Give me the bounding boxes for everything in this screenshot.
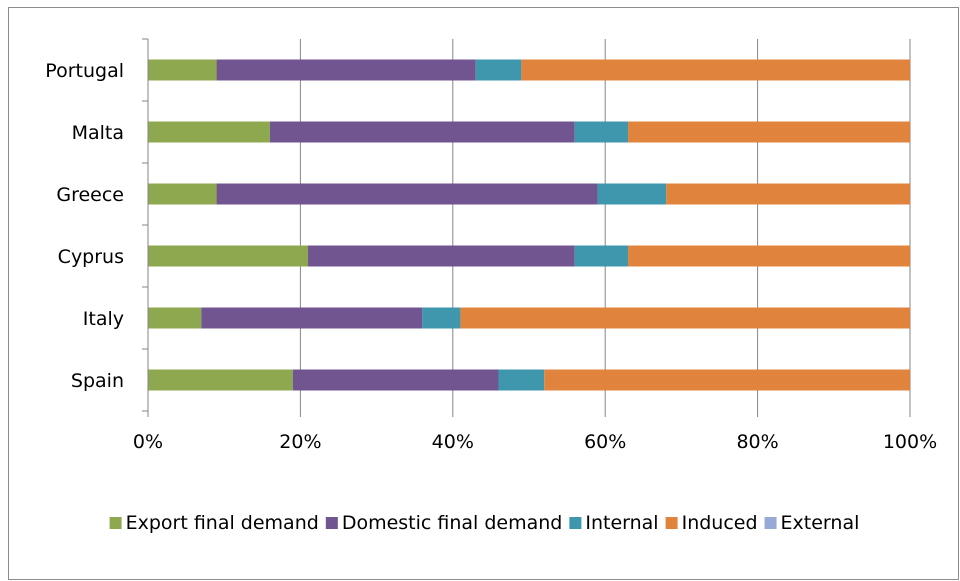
bars [148,59,910,391]
y-tick-label: Greece [56,184,124,206]
legend-label: External [781,512,860,534]
legend-swatch [325,517,338,529]
bar-segment [148,59,217,81]
x-tick-label: 40% [432,431,474,453]
x-tick-label: 20% [279,431,321,453]
bar-segment [308,245,575,267]
bar-segment [628,245,910,267]
x-tick-label: 60% [584,431,626,453]
bar-segment [269,121,575,143]
stacked-bar-chart: 0% 20% 40% 60% 80% 100% Portugal Malta Greece Cy… [45,38,937,534]
legend-swatch [109,517,122,529]
legend-swatch [764,517,777,529]
y-tick-label: Italy [83,308,124,330]
y-tick-labels: Portugal Malta Greece Cyprus Italy Spain [45,60,124,392]
x-tick-label: 80% [736,431,778,453]
bar-segment [148,121,270,143]
legend-label: Internal [585,512,658,534]
legend-swatch [569,517,582,529]
bar-segment [216,59,476,81]
legend-item: Internal [569,512,659,534]
bar-segment [498,369,545,391]
bar-segment [148,369,293,391]
legend-label: Induced [682,512,758,534]
y-tick-label: Cyprus [58,246,124,268]
bar-segment [597,183,667,205]
legend-item: Induced [665,512,758,534]
grid-lines [299,39,911,411]
bar-segment [628,121,910,143]
legend-label: Export final demand [126,512,319,534]
bar-segment [216,183,598,205]
bar-segment [544,369,910,391]
axes [142,38,911,417]
legend-item: Export final demand [109,512,319,534]
bar-segment [460,307,910,329]
legend-item: External [764,512,860,534]
bar-segment [292,369,499,391]
bar-segment [148,307,202,329]
bar-segment [422,307,461,329]
legend-swatch [665,517,678,529]
legend-label: Domestic final demand [342,512,563,534]
bar-segment [148,245,309,267]
bar-segment [666,183,910,205]
x-tick-labels: 0% 20% 40% 60% 80% 100% [133,431,937,453]
bar-segment [201,307,423,329]
bar-segment [574,121,629,143]
legend-item: Domestic final demand [325,512,563,534]
x-tick-label: 0% [133,431,163,453]
bar-segment [574,245,629,267]
chart-frame: 0% 20% 40% 60% 80% 100% Portugal Malta Greece Cy… [8,7,959,580]
y-tick-label: Malta [72,122,124,144]
bar-segment [475,59,522,81]
y-tick-label: Spain [71,370,124,392]
y-tick-label: Portugal [45,60,124,82]
x-tick-label: 100% [883,431,937,453]
legend: Export final demand Domestic final demand… [109,512,860,534]
bar-segment [521,59,910,81]
bar-segment [148,183,217,205]
